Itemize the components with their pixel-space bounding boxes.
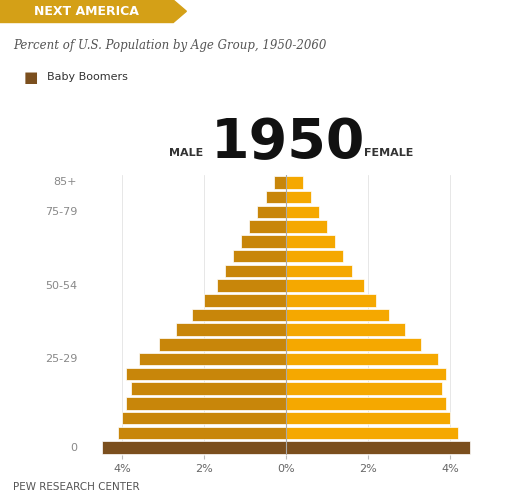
Bar [127, 368, 286, 380]
Bar [233, 250, 286, 262]
Text: Baby Boomers: Baby Boomers [47, 72, 128, 83]
Text: Percent of U.S. Population by Age Group, 1950-2060: Percent of U.S. Population by Age Group,… [13, 40, 327, 52]
Bar [286, 324, 405, 336]
Bar [286, 220, 327, 233]
Bar [274, 176, 286, 188]
Bar [216, 280, 286, 292]
Bar [286, 280, 364, 292]
Bar [286, 397, 446, 409]
Bar [286, 368, 446, 380]
Bar [257, 206, 286, 218]
Bar [286, 338, 421, 350]
Bar [131, 382, 286, 395]
Bar [286, 264, 352, 277]
Bar [204, 294, 286, 306]
Text: 1950: 1950 [211, 116, 365, 170]
Bar [286, 235, 335, 248]
Bar [139, 353, 286, 366]
Text: MALE: MALE [169, 148, 204, 158]
Bar [286, 353, 438, 366]
Text: PEW RESEARCH CENTER: PEW RESEARCH CENTER [13, 482, 140, 492]
Bar [127, 397, 286, 409]
Bar [286, 308, 388, 322]
Bar [286, 426, 458, 439]
Bar [266, 191, 286, 203]
Bar [192, 308, 286, 322]
Polygon shape [0, 0, 186, 22]
Bar [286, 250, 343, 262]
Bar [118, 426, 286, 439]
Bar [286, 382, 442, 395]
Text: ■: ■ [24, 70, 38, 85]
Bar [286, 412, 450, 424]
Bar [286, 176, 302, 188]
Bar [249, 220, 286, 233]
Bar [286, 191, 311, 203]
Bar [175, 324, 286, 336]
Bar [241, 235, 286, 248]
Bar [159, 338, 286, 350]
Bar [225, 264, 286, 277]
Bar [286, 294, 376, 306]
Bar [102, 442, 286, 454]
Text: FEMALE: FEMALE [364, 148, 413, 158]
Bar [122, 412, 286, 424]
Bar [286, 442, 470, 454]
Bar [286, 206, 319, 218]
Text: NEXT AMERICA: NEXT AMERICA [34, 4, 139, 18]
